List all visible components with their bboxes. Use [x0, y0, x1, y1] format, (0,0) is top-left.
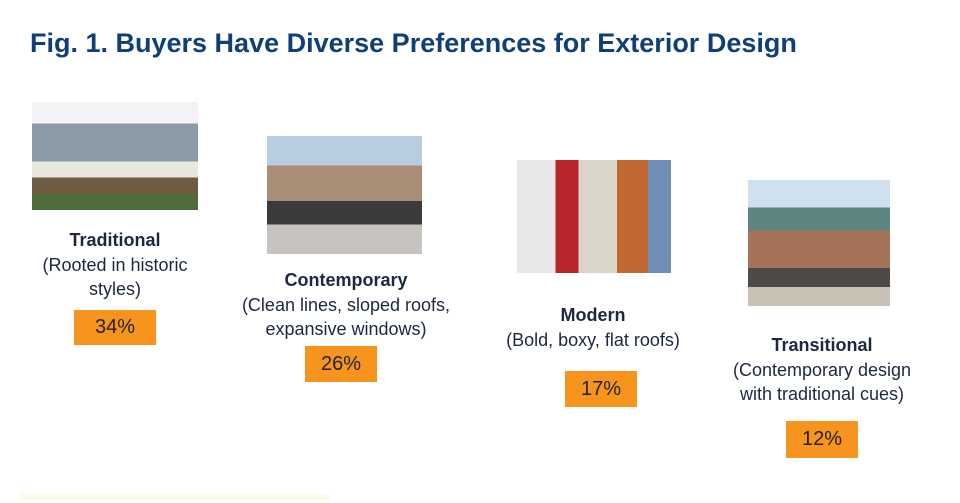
transitional-percent: 12%	[786, 421, 858, 458]
traditional-percent: 34%	[74, 310, 156, 345]
contemporary-percent: 26%	[305, 346, 377, 382]
traditional-house-photo	[32, 102, 198, 210]
modern-percent: 17%	[565, 371, 637, 407]
modern-house-photo	[517, 160, 671, 273]
contemporary-house-photo	[267, 136, 422, 254]
footer-strip	[20, 494, 330, 500]
transitional-label: Transitional (Contemporary design with t…	[732, 335, 912, 404]
transitional-house-photo	[748, 180, 890, 306]
figure-title: Fig. 1. Buyers Have Diverse Preferences …	[30, 28, 797, 58]
traditional-label: Traditional (Rooted in historic styles)	[42, 230, 188, 299]
modern-label: Modern (Bold, boxy, flat roofs)	[506, 305, 680, 350]
contemporary-label: Contemporary (Clean lines, sloped roofs,…	[241, 270, 451, 339]
